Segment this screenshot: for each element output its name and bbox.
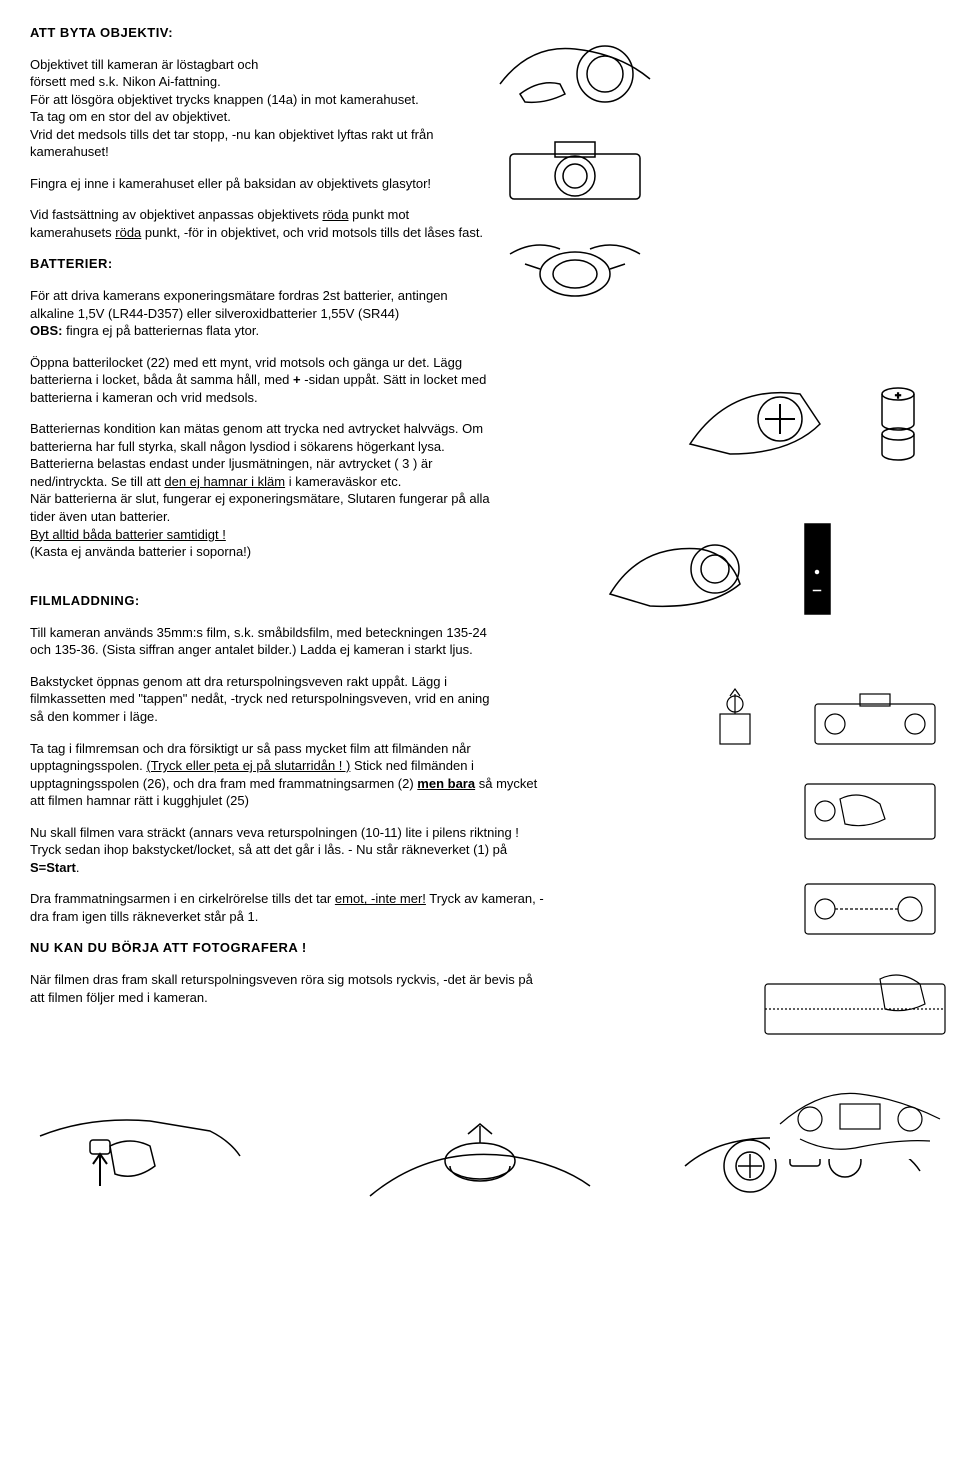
- para: Vid fastsättning av objektivet anpassas …: [30, 206, 490, 241]
- text-underline: den ej hamnar i kläm: [164, 474, 285, 489]
- text-bold-underline: men bara: [417, 776, 475, 791]
- illustration-film-1: [690, 684, 800, 754]
- para: Dra frammatningsarmen i en cirkelrörelse…: [30, 890, 550, 925]
- heading-film: FILMLADDNING:: [30, 592, 490, 610]
- illustration-film-2: [810, 684, 940, 754]
- illustration-film-5: [760, 959, 950, 1049]
- heading-start: NU KAN DU BÖRJA ATT FOTOGRAFERA !: [30, 939, 490, 957]
- text-underline: röda: [322, 207, 348, 222]
- text-bold: S=Start: [30, 860, 76, 875]
- illustration-shutter: [30, 1086, 290, 1226]
- para: Bakstycket öppnas genom att dra returspo…: [30, 673, 490, 726]
- text: När batterierna är slut, fungerar ej exp…: [30, 491, 490, 524]
- text: i kamera­väskor etc.: [285, 474, 401, 489]
- text-column: ATT BYTA OBJEKTIV: Objektivet till kamer…: [30, 24, 490, 1006]
- svg-text:+: +: [895, 391, 901, 402]
- heading-batteries: BATTERIER:: [30, 255, 490, 273]
- para: För att driva kamerans exponeringsmätare…: [30, 287, 490, 340]
- illustration-battery-check: +: [590, 514, 850, 624]
- para: Nu skall filmen vara sträckt (annars vev…: [30, 824, 550, 877]
- text-underline: röda: [115, 225, 141, 240]
- illustration-lens-attach: [490, 224, 660, 309]
- text-underline: Byt alltid båda batterier samtidigt !: [30, 527, 226, 542]
- para: Till kameran används 35mm:s film, s.k. s…: [30, 624, 490, 659]
- text: .: [76, 860, 80, 875]
- illustration-rewind: [350, 1086, 610, 1226]
- text: Vrid det medsols tills det tar stopp, -n…: [30, 127, 433, 160]
- illustration-lens-remove: [490, 24, 660, 114]
- text: (Kasta ej använda batterier i soporna!): [30, 544, 251, 559]
- para: Fingra ej inne i kamerahuset eller på ba…: [30, 175, 490, 193]
- para: Öppna batterilocket (22) med ett mynt, v…: [30, 354, 490, 407]
- text: Vid fastsättning av objektivet anpassas …: [30, 207, 322, 222]
- illustration-film-4: [800, 869, 940, 944]
- illustration-film-3: [800, 769, 940, 854]
- manual-page: ATT BYTA OBJEKTIV: Objektivet till kamer…: [30, 24, 930, 1226]
- illustration-battery-cover: +: [670, 354, 930, 474]
- text: Ta tag om en stor del av objektivet.: [30, 109, 231, 124]
- svg-text:+: +: [813, 541, 821, 557]
- text: För att driva kamerans exponeringsmätare…: [30, 288, 448, 321]
- text: fingra ej på batteriernas flata ytor.: [63, 323, 260, 338]
- text-underline: emot, -inte mer!: [335, 891, 426, 906]
- para: Ta tag i filmremsan och dra försiktigt u…: [30, 740, 550, 810]
- text-bold: +: [293, 372, 301, 387]
- para: Batteriernas kondition kan mätas genom a…: [30, 420, 490, 560]
- illustration-film-6: [770, 1069, 950, 1159]
- illustration-camera-body: [500, 134, 650, 209]
- para: När filmen dras fram skall returspolning…: [30, 971, 550, 1006]
- text: Nu skall filmen vara sträckt (annars vev…: [30, 825, 519, 858]
- heading-lens: ATT BYTA OBJEKTIV:: [30, 24, 490, 42]
- text: punkt, -för in objektivet, och vrid mots…: [141, 225, 483, 240]
- text: För att lösgöra objektivet trycks knappe…: [30, 92, 419, 107]
- text: försett med s.k. Nikon Ai-fattning.: [30, 74, 221, 89]
- text: Dra frammatningsarmen i en cirkelrörelse…: [30, 891, 335, 906]
- text-bold: OBS:: [30, 323, 63, 338]
- text-underline: (Tryck eller peta ej på slutar­ridån ! ): [146, 758, 350, 773]
- text: Objektivet till kameran är löstagbart oc…: [30, 57, 258, 72]
- para: Objektivet till kameran är löstagbart oc…: [30, 56, 490, 161]
